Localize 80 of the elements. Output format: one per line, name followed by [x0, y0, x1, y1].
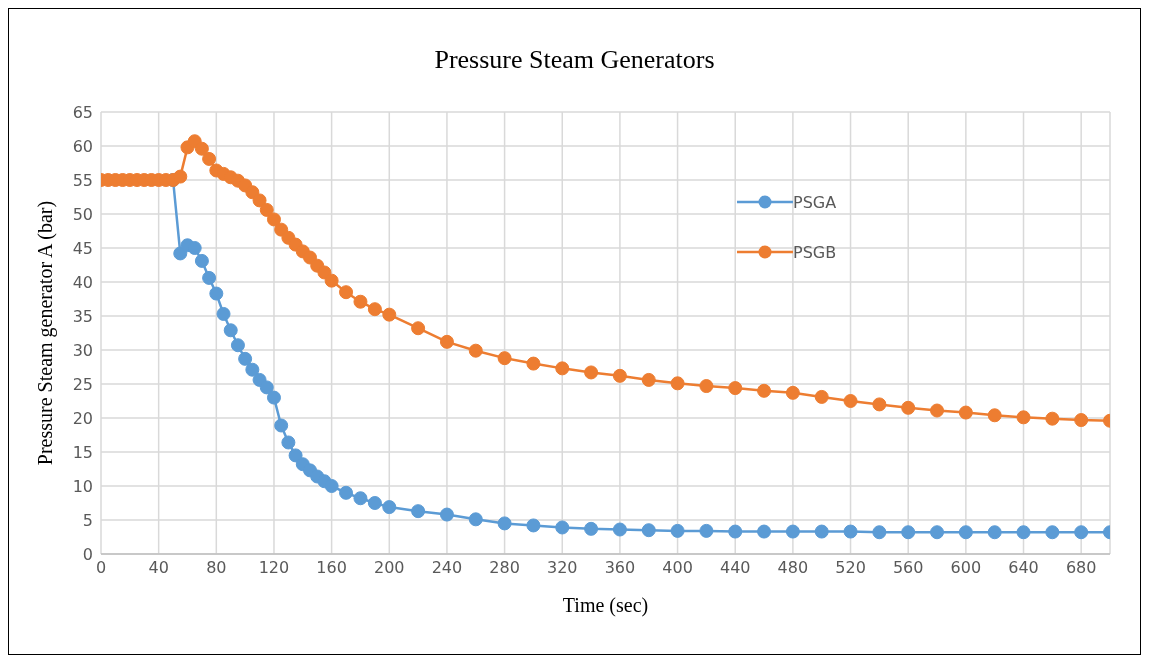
- x-tick-label: 160: [316, 558, 347, 578]
- x-tick-label: 560: [892, 558, 924, 578]
- point: [230, 338, 245, 353]
- point: [202, 270, 217, 285]
- x-tick-label: 480: [777, 558, 809, 578]
- point: [1045, 525, 1060, 540]
- point: [699, 523, 714, 538]
- point: [439, 507, 454, 522]
- y-tick-label: 5: [82, 510, 93, 530]
- point: [612, 522, 627, 537]
- point: [1074, 525, 1089, 540]
- point: [266, 390, 281, 405]
- y-tick-label: 25: [72, 374, 93, 394]
- y-tick-label: 35: [72, 306, 93, 326]
- point: [353, 491, 368, 506]
- y-tick-label: 15: [72, 442, 93, 462]
- y-tick-label: 10: [72, 476, 93, 496]
- y-tick-label: 65: [72, 102, 93, 122]
- y-tick-label: 60: [72, 136, 93, 156]
- x-tick-label: 320: [546, 558, 578, 578]
- point: [245, 362, 260, 377]
- point: [382, 500, 397, 515]
- x-tick-label: 80: [206, 558, 227, 578]
- point: [281, 435, 296, 450]
- chart-title: Pressure Steam Generators: [433, 45, 716, 75]
- point: [238, 351, 253, 366]
- legend-label: PSGA: [793, 192, 837, 212]
- point: [497, 516, 512, 531]
- point: [670, 523, 685, 538]
- point: [987, 525, 1002, 540]
- x-tick-label: 240: [431, 558, 463, 578]
- x-tick-label: 400: [662, 558, 693, 578]
- point: [288, 448, 303, 463]
- x-tick-label: 280: [489, 558, 520, 578]
- point: [843, 524, 858, 539]
- y-tick-label: 20: [72, 408, 93, 428]
- point: [728, 524, 743, 539]
- point: [339, 485, 354, 500]
- x-tick-label: 520: [835, 558, 866, 578]
- point: [209, 286, 224, 301]
- point: [958, 525, 973, 540]
- point: [259, 380, 274, 395]
- point: [785, 524, 800, 539]
- point: [555, 520, 570, 535]
- y-tick-label: 0: [82, 544, 93, 564]
- point: [187, 241, 202, 255]
- point: [814, 524, 829, 539]
- x-tick-label: 680: [1065, 558, 1097, 578]
- x-tick-label: 40: [148, 558, 169, 578]
- x-tick-label: 600: [950, 558, 982, 578]
- x-tick-label: 440: [719, 558, 751, 578]
- point: [526, 518, 541, 533]
- point: [872, 525, 887, 540]
- x-tick-label: 640: [1008, 558, 1039, 578]
- x-tick-label: 120: [258, 558, 290, 578]
- point: [274, 418, 289, 433]
- y-tick-label: 45: [72, 238, 93, 258]
- x-tick-label: 360: [604, 558, 636, 578]
- point: [468, 512, 483, 527]
- point: [367, 496, 382, 510]
- point: [930, 525, 945, 540]
- legend-label: PSGB: [793, 242, 837, 262]
- point: [194, 253, 209, 268]
- point: [324, 479, 339, 493]
- y-tick-label: 40: [72, 272, 93, 292]
- point: [584, 521, 599, 536]
- y-tick-label: 50: [72, 204, 93, 224]
- point: [757, 524, 772, 539]
- point: [216, 306, 231, 321]
- point: [1016, 525, 1031, 540]
- y-axis-title: Pressure Steam generator A (bar): [34, 200, 58, 466]
- point: [901, 525, 916, 540]
- y-tick-label: 30: [72, 340, 93, 360]
- x-tick-label: 0: [95, 558, 107, 578]
- point: [411, 504, 426, 519]
- point: [641, 523, 656, 538]
- x-tick-label: 200: [374, 558, 405, 578]
- y-tick-label: 55: [72, 170, 93, 190]
- x-axis-title: Time (sec): [562, 594, 649, 617]
- point: [223, 323, 238, 338]
